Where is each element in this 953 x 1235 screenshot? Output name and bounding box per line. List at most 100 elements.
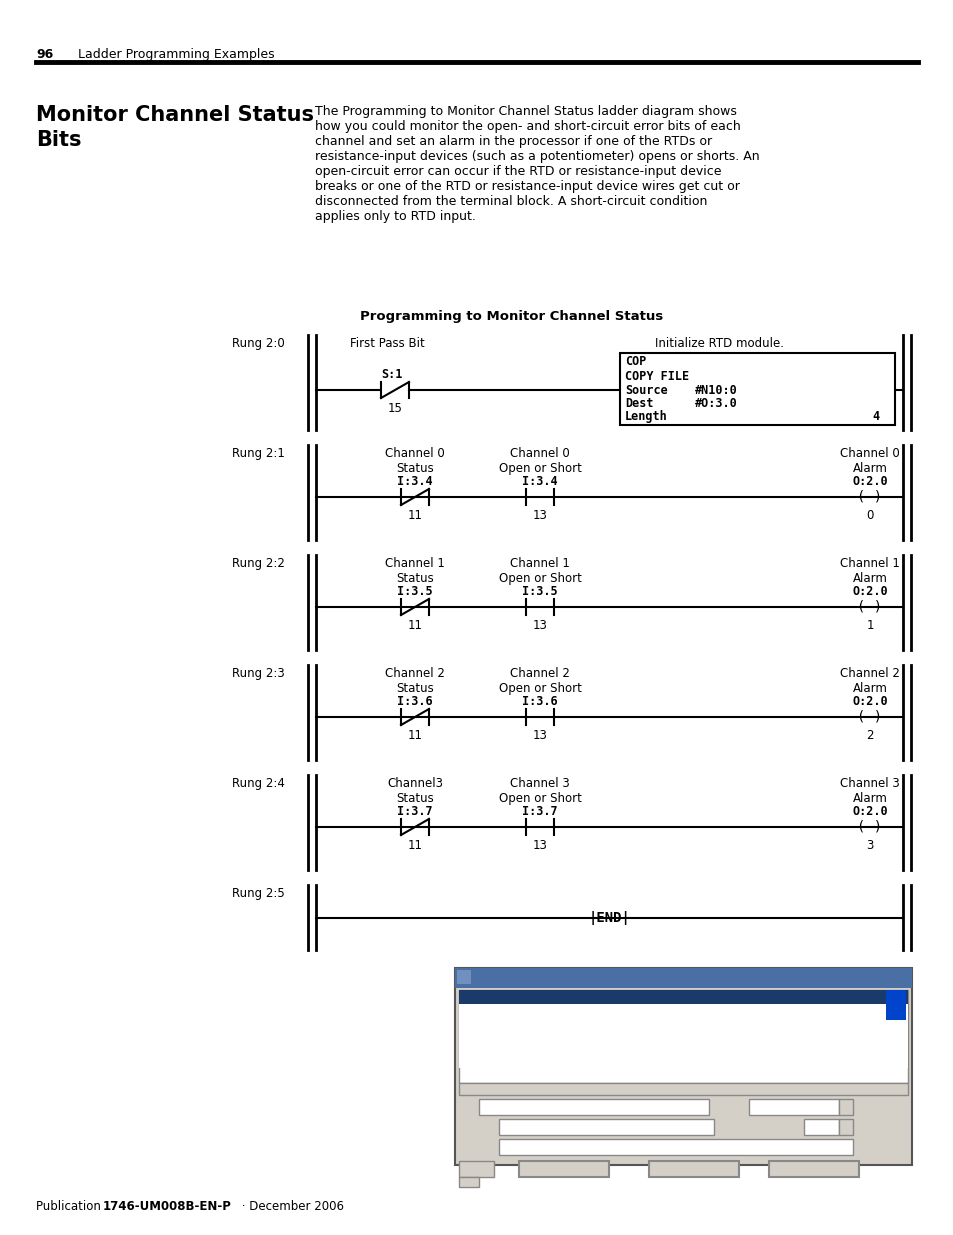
- Text: ( ): ( ): [857, 820, 882, 834]
- Bar: [458, 1052, 907, 1068]
- Text: I:3.4: I:3.4: [521, 475, 558, 488]
- Text: Bits: Bits: [36, 130, 81, 149]
- Text: Desc:: Desc:: [461, 1142, 489, 1152]
- Text: Publication: Publication: [36, 1200, 105, 1213]
- Text: 0  0  0  0  1  0  0  1  0  0  0  1  0  0  0: 0 0 0 0 1 0 0 1 0 0 0 1 0 0 0: [514, 1040, 744, 1049]
- Bar: [458, 1161, 494, 1177]
- Text: Channel 3
Open or Short: Channel 3 Open or Short: [498, 777, 580, 805]
- Text: 0: 0: [865, 509, 873, 522]
- Text: N10:3: N10:3: [461, 1056, 488, 1065]
- Text: Channel 2
Alarm: Channel 2 Alarm: [840, 667, 899, 695]
- Bar: [458, 990, 907, 1083]
- Text: ( ): ( ): [857, 710, 882, 724]
- Text: 13: 13: [532, 509, 547, 522]
- Text: ►: ►: [897, 1084, 904, 1094]
- Bar: [498, 1139, 852, 1155]
- Text: Help: Help: [801, 1165, 825, 1174]
- Text: Binary: Binary: [751, 1102, 782, 1112]
- Bar: [458, 990, 907, 1004]
- Bar: [458, 1004, 907, 1020]
- Text: I:3.5: I:3.5: [521, 585, 558, 598]
- Text: 2: 2: [865, 729, 873, 742]
- Text: N10:0: N10:0: [461, 1008, 488, 1016]
- Text: 15: 15: [387, 403, 402, 415]
- Text: I:3.5: I:3.5: [396, 585, 433, 598]
- Text: 0  0  0  0  1  0  0  1  0  0  0  1  0  0  0: 0 0 0 0 1 0 0 1 0 0 0 1 0 0 0: [514, 1024, 744, 1032]
- Text: Channel3
Status: Channel3 Status: [387, 777, 442, 805]
- Text: N10:1: N10:1: [461, 1024, 488, 1032]
- Bar: [885, 1036, 905, 1052]
- Text: COP: COP: [624, 354, 646, 368]
- Bar: [456, 969, 471, 984]
- Text: |END|: |END|: [588, 911, 630, 925]
- Text: _  □  X: _ □ X: [876, 973, 906, 983]
- Text: O:2.0: O:2.0: [851, 695, 887, 708]
- Text: Channel 0
Status: Channel 0 Status: [385, 447, 444, 475]
- Text: 1746-UM008B-EN-P: 1746-UM008B-EN-P: [103, 1200, 232, 1213]
- Bar: [885, 1004, 905, 1020]
- Text: ►: ►: [890, 1084, 904, 1094]
- Bar: [498, 1119, 713, 1135]
- Text: Offset  15 14 13 12 11 10  9  8  7  6  5  4  3  2  1  0: Offset 15 14 13 12 11 10 9 8 7 6 5 4 3 2…: [461, 993, 757, 1002]
- Bar: [478, 1099, 708, 1115]
- Text: I:3.7: I:3.7: [396, 805, 433, 818]
- Text: O:2.0: O:2.0: [851, 475, 887, 488]
- Bar: [838, 1119, 852, 1135]
- Text: 1: 1: [892, 1056, 898, 1065]
- Text: Rung 2:3: Rung 2:3: [232, 667, 284, 680]
- Text: Length: Length: [624, 410, 667, 424]
- Text: O:2.0: O:2.0: [851, 805, 887, 818]
- Text: N10: N10: [464, 1165, 484, 1174]
- Text: 11: 11: [407, 509, 422, 522]
- Text: I:3.6: I:3.6: [396, 695, 433, 708]
- Bar: [885, 1052, 905, 1068]
- Text: 0: 0: [892, 993, 898, 1002]
- Text: 0  0  0  0  1  0  0  1  0  0  0  1  0  0  0: 0 0 0 0 1 0 0 1 0 0 0 1 0 0 0: [514, 1008, 744, 1016]
- Text: Rung 2:0: Rung 2:0: [232, 337, 284, 350]
- Text: Properties: Properties: [537, 1165, 590, 1174]
- Text: Channel 1
Open or Short: Channel 1 Open or Short: [498, 557, 580, 585]
- Text: N10:0/0: N10:0/0: [482, 1102, 521, 1112]
- Text: 16: 16: [805, 1123, 818, 1132]
- Text: Initialize RTD module.: Initialize RTD module.: [655, 337, 783, 350]
- Text: Channel 2
Status: Channel 2 Status: [385, 667, 444, 695]
- Text: #N10:0: #N10:0: [695, 384, 737, 396]
- Text: Radix:: Radix:: [717, 1102, 747, 1112]
- Text: Ladder Programming Examples: Ladder Programming Examples: [78, 48, 274, 61]
- Text: #O:3.0: #O:3.0: [695, 396, 737, 410]
- Text: 3: 3: [865, 839, 873, 852]
- Text: 13: 13: [532, 729, 547, 742]
- Text: Channel 0
Open or Short: Channel 0 Open or Short: [498, 447, 580, 475]
- Text: O:2.0: O:2.0: [851, 585, 887, 598]
- Text: Rung 2:4: Rung 2:4: [232, 777, 285, 790]
- Text: 1: 1: [892, 1040, 898, 1049]
- Text: Channel 0
Alarm: Channel 0 Alarm: [840, 447, 899, 475]
- Text: 13: 13: [532, 839, 547, 852]
- Bar: [458, 1083, 907, 1095]
- Text: Rung 2:5: Rung 2:5: [232, 887, 284, 900]
- Text: 96: 96: [36, 48, 53, 61]
- Text: 0  0  0  0  1  0  0  1  0  0  0  1  0  0  0: 0 0 0 0 1 0 0 1 0 0 0 1 0 0 0: [514, 1056, 744, 1065]
- Bar: [619, 353, 894, 425]
- Bar: [648, 1161, 739, 1177]
- Bar: [885, 1020, 905, 1036]
- Bar: [458, 1177, 478, 1187]
- Text: ▼: ▼: [842, 1104, 848, 1110]
- Text: 1: 1: [892, 1024, 898, 1032]
- Bar: [458, 1020, 907, 1036]
- Text: I:3.6: I:3.6: [521, 695, 558, 708]
- Bar: [885, 990, 905, 1004]
- Text: · December 2006: · December 2006: [237, 1200, 344, 1213]
- Text: Rung 2:2: Rung 2:2: [232, 557, 285, 571]
- Text: COPY FILE: COPY FILE: [624, 370, 688, 383]
- Text: Rung 2:1: Rung 2:1: [232, 447, 285, 459]
- Text: Programming to Monitor Channel Status: Programming to Monitor Channel Status: [359, 310, 662, 324]
- Text: 11: 11: [407, 729, 422, 742]
- Text: Source: Source: [624, 384, 667, 396]
- Text: The Programming to Monitor Channel Status ladder diagram shows
how you could mon: The Programming to Monitor Channel Statu…: [314, 105, 759, 224]
- Text: 1: 1: [892, 1008, 898, 1016]
- Text: N10:2: N10:2: [461, 1040, 488, 1049]
- Text: 4: 4: [872, 410, 879, 424]
- Bar: [768, 1161, 858, 1177]
- Text: ◄: ◄: [461, 1084, 469, 1094]
